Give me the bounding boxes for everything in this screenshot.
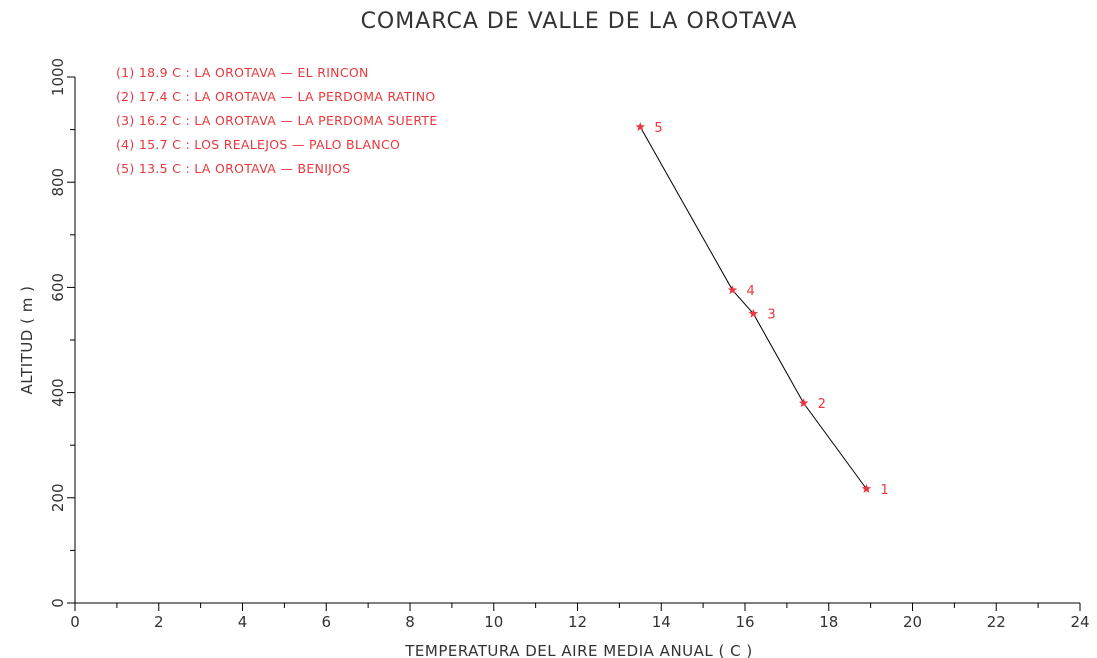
x-tick-label: 10 <box>484 613 503 631</box>
x-tick-label: 6 <box>321 613 331 631</box>
series-polyline <box>639 126 867 490</box>
y-tick-label: 0 <box>49 598 67 608</box>
y-tick-label: 600 <box>49 273 67 302</box>
x-tick-label: 8 <box>405 613 415 631</box>
legend-entry: (1) 18.9 C : LA OROTAVA — EL RINCON <box>116 65 369 80</box>
y-tick-label: 400 <box>49 378 67 407</box>
x-tick-label: 22 <box>987 613 1006 631</box>
x-tick-label: 16 <box>735 613 754 631</box>
legend-entry: (2) 17.4 C : LA OROTAVA — LA PERDOMA RAT… <box>116 89 436 104</box>
legend-entry: (3) 16.2 C : LA OROTAVA — LA PERDOMA SUE… <box>116 113 438 128</box>
x-tick-label: 12 <box>568 613 587 631</box>
data-point-label: 3 <box>767 308 775 323</box>
legend-entry: (4) 15.7 C : LOS REALEJOS — PALO BLANCO <box>116 137 400 152</box>
x-axis-label: TEMPERATURA DEL AIRE MEDIA ANUAL ( C ) <box>404 642 753 658</box>
y-tick-label: 800 <box>49 168 67 197</box>
y-axis-label: ALTITUD ( m ) <box>18 286 36 395</box>
x-tick-label: 24 <box>1070 613 1089 631</box>
x-tick-label: 2 <box>154 613 164 631</box>
x-tick-label: 0 <box>70 613 80 631</box>
x-tick-label: 14 <box>652 613 671 631</box>
data-point-marker <box>727 285 738 295</box>
x-tick-label: 20 <box>903 613 922 631</box>
data-point-label: 2 <box>818 397 826 412</box>
data-point-label: 5 <box>654 121 662 136</box>
data-point-marker <box>748 308 759 318</box>
data-point-label: 4 <box>746 284 754 299</box>
data-point-marker <box>798 398 809 408</box>
y-tick-label: 200 <box>49 483 67 512</box>
data-point-marker <box>635 121 646 132</box>
legend-entry: (5) 13.5 C : LA OROTAVA — BENIJOS <box>116 161 351 176</box>
data-point-marker <box>861 483 872 493</box>
chart-title: COMARCA DE VALLE DE LA OROTAVA <box>361 9 798 34</box>
legend: (1) 18.9 C : LA OROTAVA — EL RINCON (2) 1… <box>116 65 438 176</box>
x-tick-label: 18 <box>819 613 838 631</box>
data-point-label: 1 <box>880 483 888 498</box>
x-tick-label: 4 <box>238 613 248 631</box>
series-line: 1 2 34 5 <box>635 121 889 498</box>
y-tick-label: 1000 <box>49 58 67 96</box>
